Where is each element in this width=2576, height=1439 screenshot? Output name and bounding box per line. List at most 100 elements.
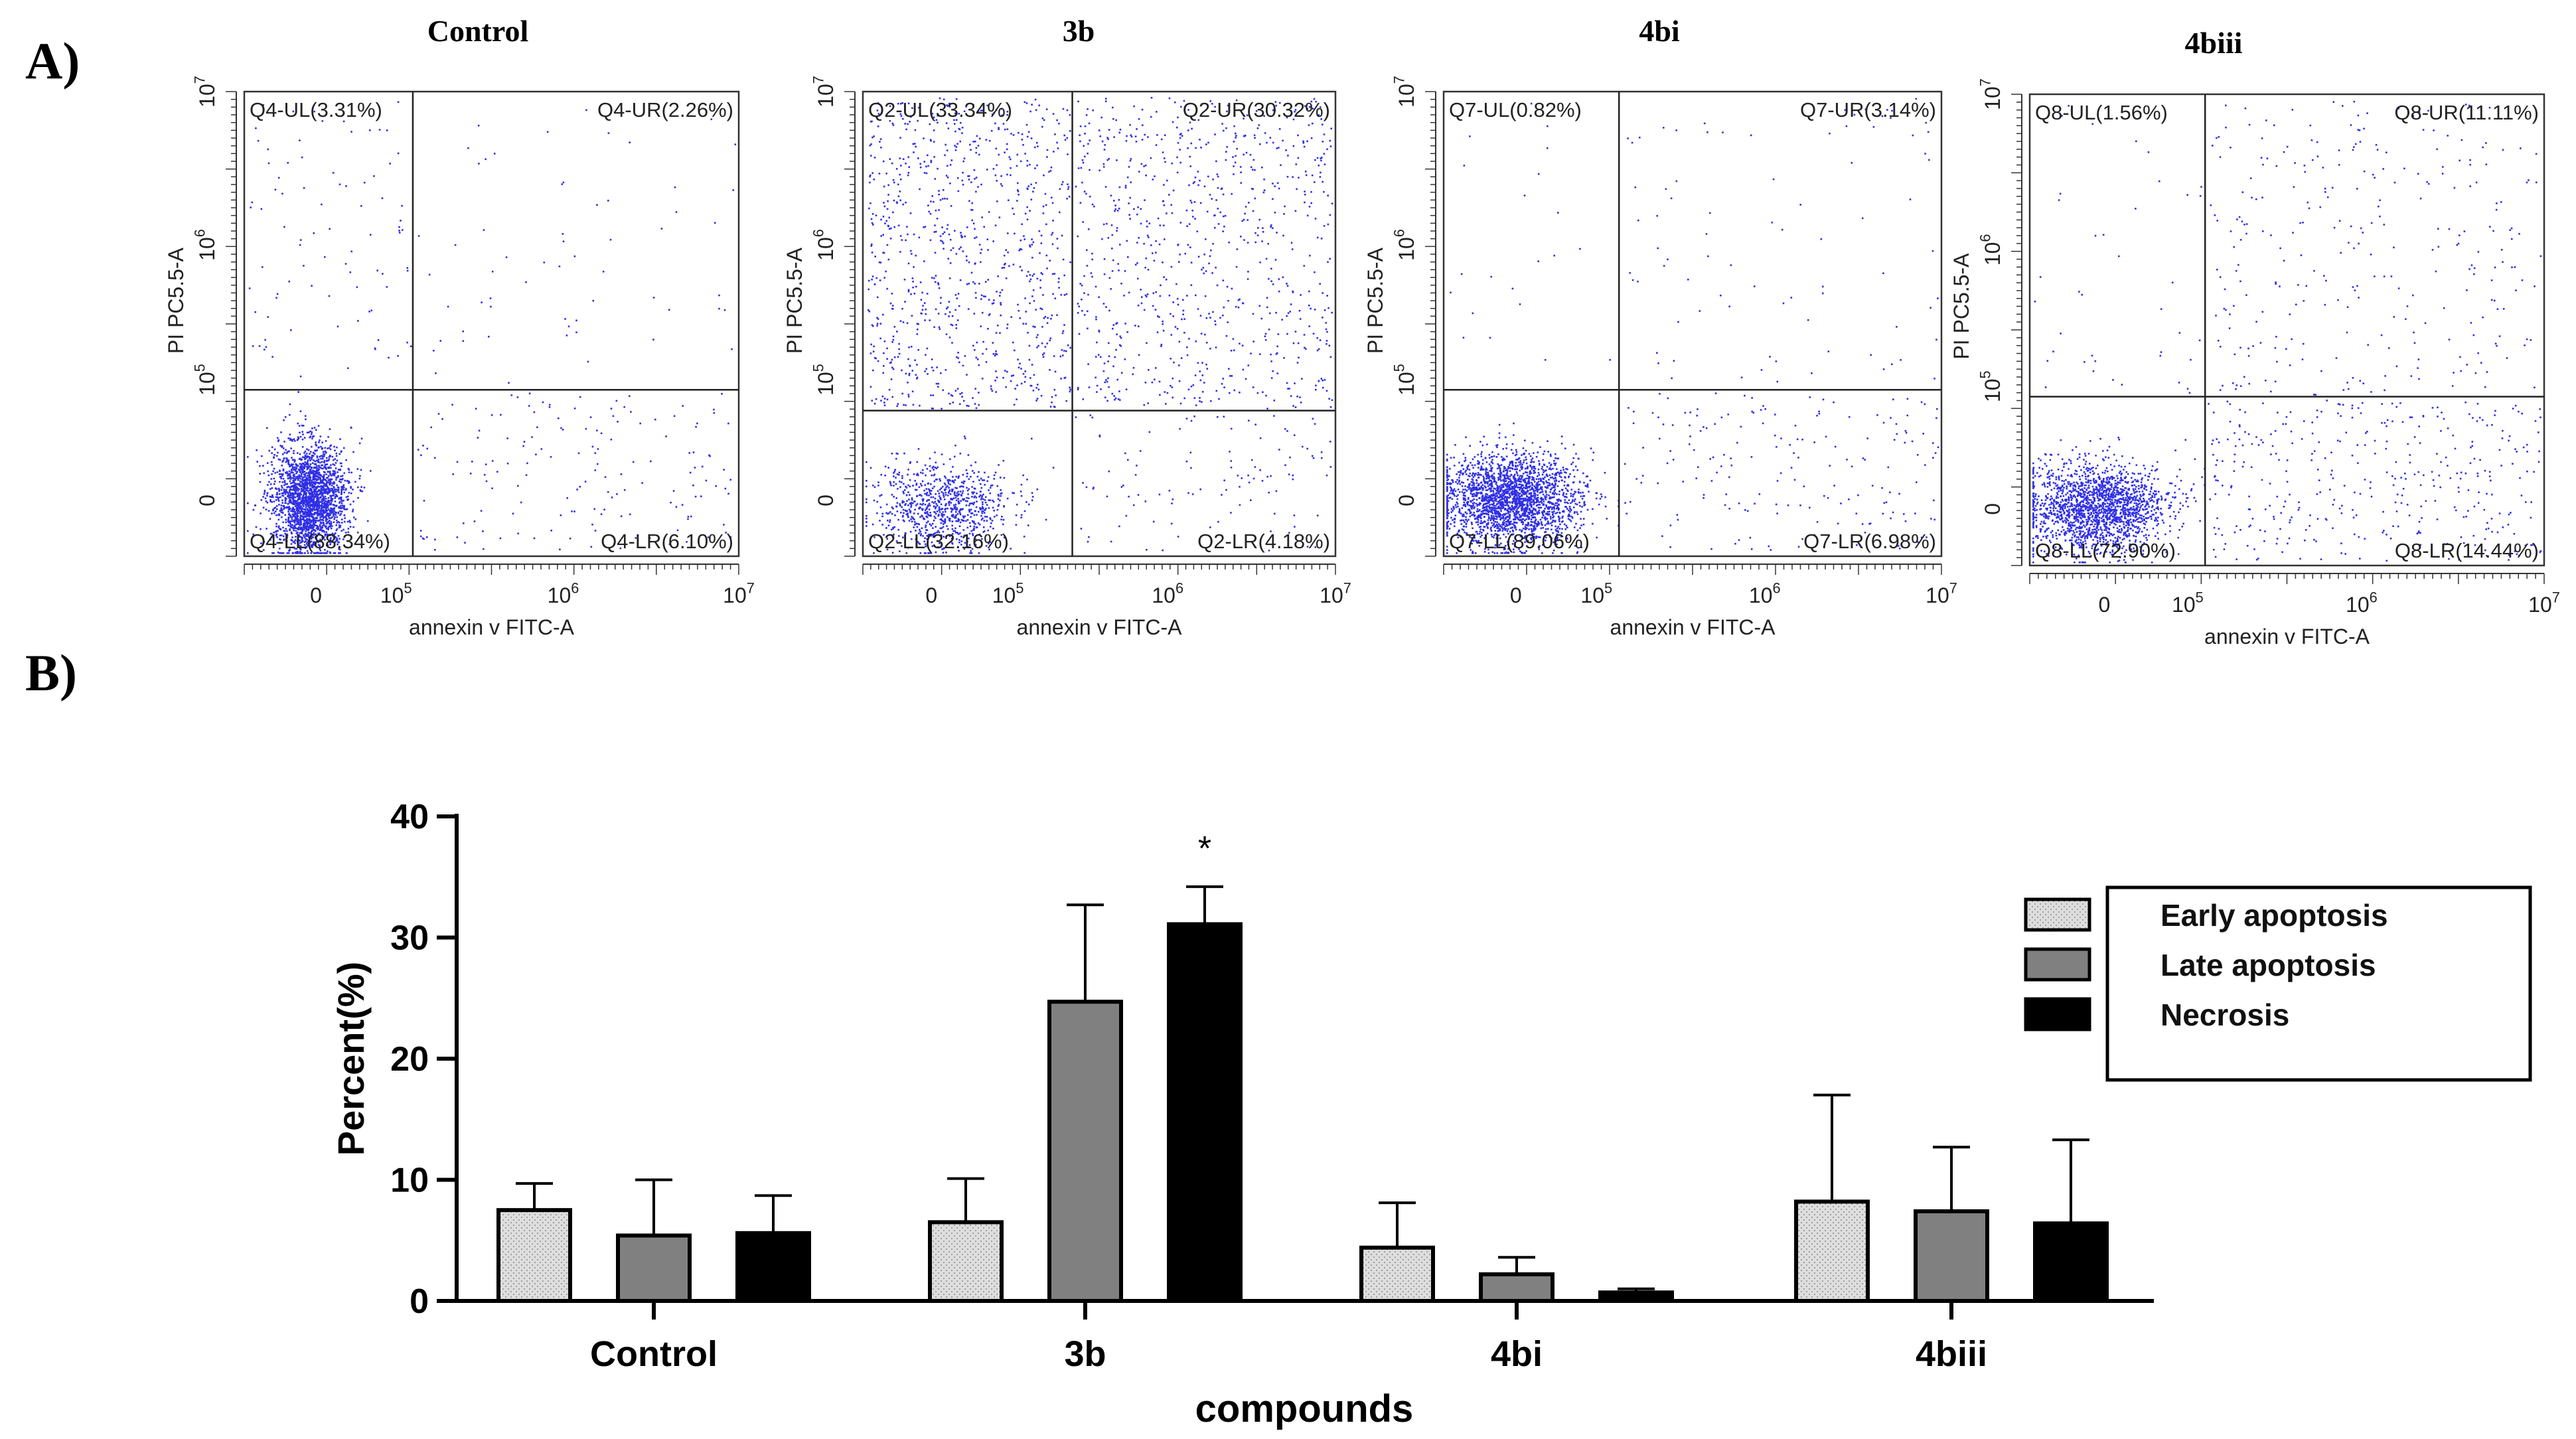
scatter-dot bbox=[312, 536, 314, 538]
scatter-dot bbox=[978, 471, 980, 473]
scatter-dot bbox=[315, 508, 318, 510]
scatter-dot bbox=[331, 485, 333, 487]
scatter-dot bbox=[305, 483, 307, 485]
scatter-dot bbox=[293, 540, 295, 542]
scatter-dot bbox=[1209, 317, 1211, 319]
scatter-dot bbox=[284, 496, 287, 499]
scatter-dot bbox=[1019, 317, 1022, 319]
scatter-dot bbox=[1173, 361, 1175, 364]
scatter-dot bbox=[291, 520, 293, 522]
scatter-dot bbox=[313, 479, 316, 481]
scatter-dot bbox=[899, 173, 901, 176]
scatter-dot bbox=[935, 526, 937, 528]
scatter-dot bbox=[289, 478, 292, 481]
scatter-dot bbox=[313, 435, 315, 437]
scatter-dot bbox=[293, 500, 295, 502]
scatter-dot bbox=[282, 469, 285, 472]
scatter-dot bbox=[1127, 459, 1129, 461]
scatter-dot bbox=[935, 209, 937, 212]
scatter-dot bbox=[938, 326, 941, 329]
scatter-dot bbox=[304, 475, 307, 477]
scatter-dot bbox=[694, 495, 697, 498]
scatter-dot bbox=[897, 183, 899, 186]
scatter-dot bbox=[316, 459, 319, 462]
scatter-dot bbox=[1177, 536, 1179, 538]
scatter-dot bbox=[337, 476, 339, 479]
scatter-dot bbox=[943, 248, 945, 250]
scatter-dot bbox=[1248, 202, 1250, 204]
scatter-dot bbox=[915, 523, 917, 525]
scatter-dot bbox=[1034, 326, 1036, 328]
scatter-dot bbox=[941, 513, 943, 515]
scatter-dot bbox=[607, 199, 609, 202]
scatter-dot bbox=[1314, 218, 1317, 220]
scatter-dot bbox=[877, 318, 879, 320]
scatter-dot bbox=[322, 489, 324, 491]
scatter-dot bbox=[291, 510, 294, 512]
scatter-dot bbox=[941, 240, 944, 243]
scatter-dot bbox=[298, 526, 300, 528]
scatter-dot bbox=[1140, 289, 1142, 291]
scatter-dot bbox=[321, 502, 323, 505]
scatter-dot bbox=[948, 311, 951, 313]
scatter-dot bbox=[1253, 134, 1256, 137]
scatter-dot bbox=[315, 443, 317, 445]
scatter-dot bbox=[954, 516, 956, 519]
scatter-dot bbox=[317, 500, 319, 503]
scatter-dot bbox=[305, 520, 307, 522]
scatter-dot bbox=[1020, 491, 1022, 492]
scatter-dot bbox=[933, 505, 935, 508]
scatter-dot bbox=[272, 509, 274, 512]
scatter-dot bbox=[911, 277, 914, 279]
scatter-dot bbox=[327, 486, 329, 488]
scatter-dot bbox=[1026, 206, 1028, 208]
scatter-dot bbox=[346, 367, 349, 369]
scatter-dot bbox=[478, 163, 480, 165]
scatter-dot bbox=[1218, 398, 1220, 400]
scatter-dot bbox=[533, 537, 536, 540]
scatter-dot bbox=[289, 465, 291, 467]
scatter-dot bbox=[1327, 194, 1329, 196]
scatter-dot bbox=[289, 414, 291, 416]
scatter-dot bbox=[966, 283, 968, 285]
scatter-dot bbox=[1257, 227, 1259, 229]
scatter-dot bbox=[293, 478, 295, 480]
scatter-dot bbox=[953, 123, 956, 125]
scatter-dot bbox=[990, 388, 992, 390]
scatter-dot bbox=[329, 479, 331, 481]
scatter-dot bbox=[1027, 524, 1029, 526]
scatter-dot bbox=[893, 475, 895, 477]
scatter-dot bbox=[964, 235, 966, 238]
scatter-dot bbox=[929, 470, 931, 472]
scatter-dot bbox=[579, 486, 581, 488]
scatter-dot bbox=[982, 501, 984, 503]
scatter-dot bbox=[337, 475, 339, 477]
plot-frame bbox=[243, 90, 740, 558]
scatter-dot bbox=[293, 486, 295, 489]
scatter-dot bbox=[966, 260, 968, 262]
scatter-dot bbox=[300, 514, 303, 517]
scatter-dot bbox=[1225, 489, 1227, 491]
scatter-dot bbox=[991, 520, 994, 522]
scatter-dot bbox=[1031, 499, 1033, 502]
scatter-dot bbox=[1113, 136, 1115, 138]
scatter-dot bbox=[935, 502, 937, 505]
scatter-dot bbox=[866, 518, 868, 520]
scatter-dot bbox=[322, 479, 324, 481]
scatter-dot bbox=[721, 393, 723, 395]
scatter-dot bbox=[995, 147, 998, 150]
scatter-dot bbox=[306, 513, 309, 515]
scatter-dot bbox=[1287, 155, 1289, 157]
scatter-dot bbox=[1010, 548, 1012, 550]
scatter-dot bbox=[325, 502, 327, 505]
scatter-dot bbox=[1179, 402, 1182, 405]
scatter-dot bbox=[277, 458, 280, 461]
scatter-dot bbox=[911, 538, 913, 540]
scatter-dot bbox=[326, 477, 328, 479]
scatter-dot bbox=[951, 315, 954, 317]
scatter-dot bbox=[925, 522, 928, 524]
scatter-dot bbox=[1032, 390, 1035, 392]
scatter-dot bbox=[984, 516, 986, 518]
scatter-dot bbox=[313, 473, 316, 475]
scatter-dot bbox=[980, 514, 982, 517]
